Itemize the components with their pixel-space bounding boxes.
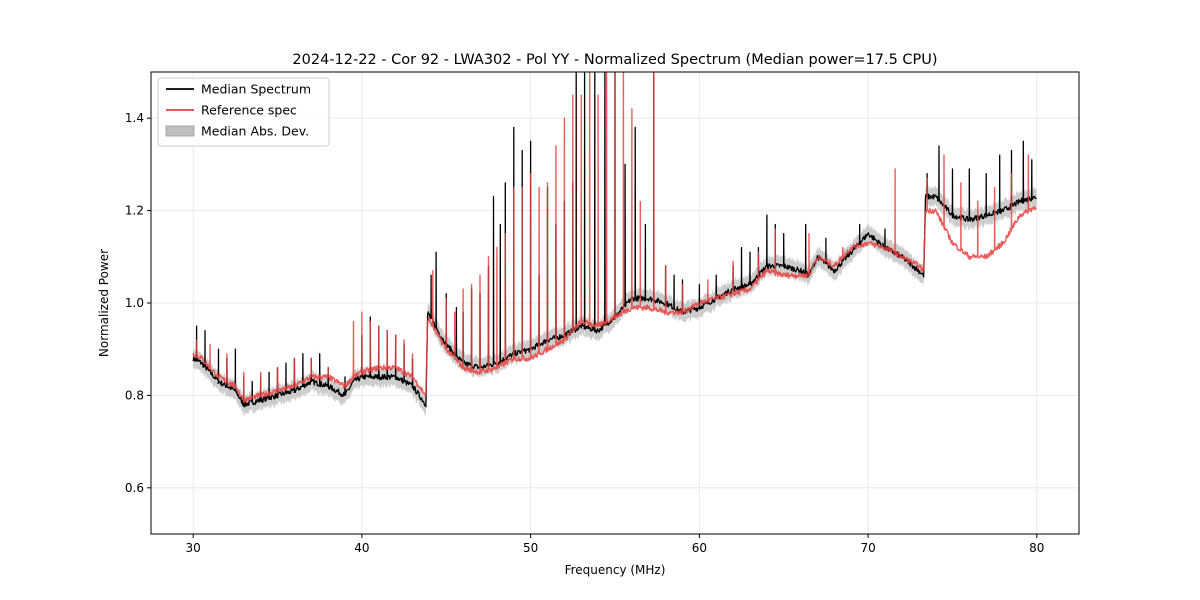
legend-mad-swatch [165, 125, 195, 137]
x-tick-label: 40 [354, 541, 369, 555]
x-tick-label: 70 [860, 541, 875, 555]
y-tick-label: 1.2 [125, 204, 144, 218]
legend-reference-label: Reference spec [201, 103, 297, 118]
reference-spec-line [192, 72, 1037, 403]
x-axis-label: Frequency (MHz) [565, 563, 666, 577]
y-tick-label: 0.6 [125, 481, 144, 495]
x-tick-label: 50 [523, 541, 538, 555]
y-tick-label: 1.4 [125, 111, 144, 125]
x-tick-label: 60 [692, 541, 707, 555]
legend-median-label: Median Spectrum [201, 82, 311, 97]
legend-mad-label: Median Abs. Dev. [201, 124, 309, 139]
y-tick-label: 0.8 [125, 388, 144, 402]
y-axis: 0.6 0.8 1.0 1.2 1.4 [125, 111, 151, 495]
series-layer [192, 72, 1037, 408]
y-axis-label: Normalized Power [97, 249, 111, 357]
x-tick-label: 30 [186, 541, 201, 555]
y-tick-label: 1.0 [125, 296, 144, 310]
x-axis: 30 40 50 60 70 80 [186, 534, 1044, 555]
legend-box [157, 77, 330, 147]
legend: Median Spectrum Reference spec Median Ab… [157, 77, 330, 147]
x-tick-label: 80 [1029, 541, 1044, 555]
chart-title: 2024-12-22 - Cor 92 - LWA302 - Pol YY - … [292, 52, 937, 68]
